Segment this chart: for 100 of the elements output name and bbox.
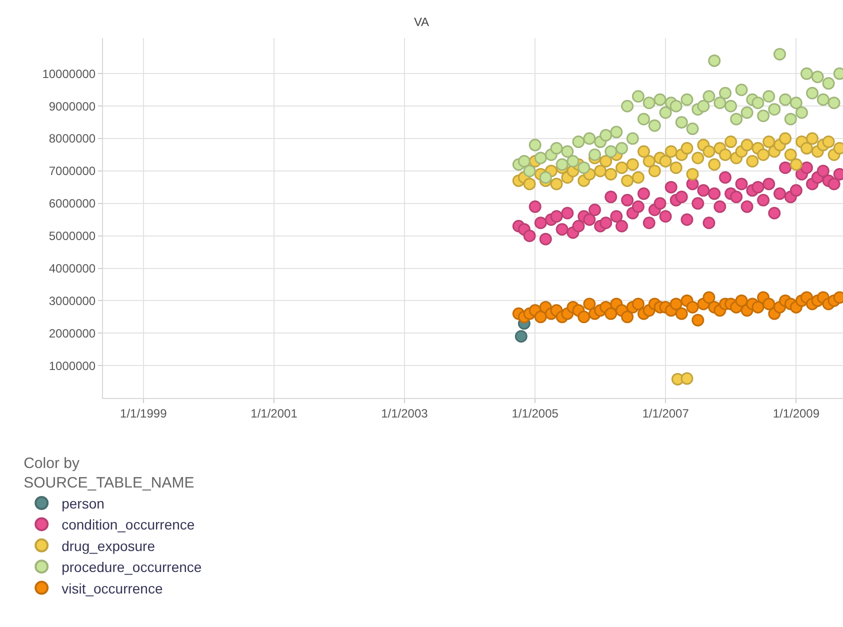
point <box>670 100 682 112</box>
point <box>659 106 672 119</box>
y-tick-label: 4000000 <box>48 261 96 276</box>
point <box>702 291 716 304</box>
point <box>790 96 802 110</box>
point <box>664 180 678 194</box>
point <box>604 307 618 320</box>
point <box>610 210 623 223</box>
point <box>659 210 672 223</box>
point <box>752 300 764 314</box>
point <box>740 200 754 213</box>
point <box>566 154 580 168</box>
point <box>708 187 721 200</box>
point <box>800 67 813 80</box>
point <box>616 142 628 155</box>
point <box>828 96 840 110</box>
point <box>626 132 639 145</box>
point <box>680 213 694 226</box>
point <box>632 90 644 103</box>
point <box>556 158 568 171</box>
point <box>539 171 552 184</box>
point <box>610 126 623 138</box>
point <box>714 200 726 213</box>
legend-label: condition_occurrence <box>62 516 195 533</box>
point <box>680 93 694 106</box>
point <box>518 154 530 168</box>
point <box>583 298 596 310</box>
point <box>757 110 770 122</box>
point <box>604 190 618 204</box>
point <box>632 200 644 213</box>
x-tick-label: 1/1/1999 <box>120 406 168 420</box>
point <box>675 307 688 320</box>
point <box>616 220 628 232</box>
point <box>752 180 764 194</box>
y-tick-label: 1000000 <box>48 358 96 373</box>
legend-label: visit_occurrence <box>62 580 163 596</box>
point <box>550 142 563 155</box>
point <box>708 54 721 67</box>
point <box>692 314 704 326</box>
point <box>556 223 568 236</box>
point <box>534 216 547 230</box>
x-tick-label: 1/1/2009 <box>772 406 820 420</box>
point <box>762 178 776 190</box>
point <box>583 132 596 145</box>
y-tick-label: 5000000 <box>48 229 96 244</box>
point <box>578 161 590 174</box>
point <box>534 152 547 164</box>
y-tick-label: 8000000 <box>48 132 96 146</box>
point <box>730 190 743 204</box>
y-tick-label: 9000000 <box>48 99 96 114</box>
x-tick-label: 1/1/2005 <box>512 406 559 420</box>
point <box>539 232 552 246</box>
point <box>730 112 743 126</box>
point <box>718 86 732 100</box>
y-tick-label: 6000000 <box>48 196 96 211</box>
point <box>621 194 634 206</box>
point <box>697 100 710 112</box>
point <box>572 136 585 148</box>
point <box>588 204 602 216</box>
point <box>752 96 764 110</box>
legend-label: person <box>62 495 104 512</box>
legend-title: Color by SOURCE_TABLE_NAME <box>24 454 194 492</box>
point <box>638 112 650 126</box>
point <box>773 48 786 60</box>
point <box>800 161 813 174</box>
point <box>702 90 716 103</box>
point <box>795 106 808 119</box>
point <box>806 86 819 100</box>
point <box>822 77 835 90</box>
point <box>811 70 824 84</box>
legend-label: procedure_occurrence <box>62 559 202 576</box>
point <box>578 310 590 324</box>
point <box>528 138 542 152</box>
point <box>735 294 748 307</box>
point <box>583 213 596 226</box>
point <box>718 171 732 184</box>
point <box>714 96 726 110</box>
point <box>779 161 792 174</box>
point <box>675 190 688 204</box>
point <box>740 106 754 119</box>
point <box>600 129 612 142</box>
point <box>784 112 797 126</box>
point <box>654 93 666 106</box>
point <box>638 187 650 200</box>
y-tick-label: 7000000 <box>48 164 96 178</box>
x-tick-label: 1/1/2007 <box>642 406 690 420</box>
legend-label: drug_exposure <box>62 538 156 554</box>
point <box>642 216 656 230</box>
y-tick-label: 2000000 <box>48 326 96 340</box>
point <box>768 206 781 220</box>
point <box>735 84 748 96</box>
point <box>762 298 776 310</box>
point <box>523 164 536 178</box>
point <box>621 100 634 112</box>
point <box>600 216 612 230</box>
point <box>724 100 738 112</box>
point <box>768 103 781 116</box>
point <box>686 300 699 314</box>
point <box>561 145 574 158</box>
point <box>561 206 574 220</box>
